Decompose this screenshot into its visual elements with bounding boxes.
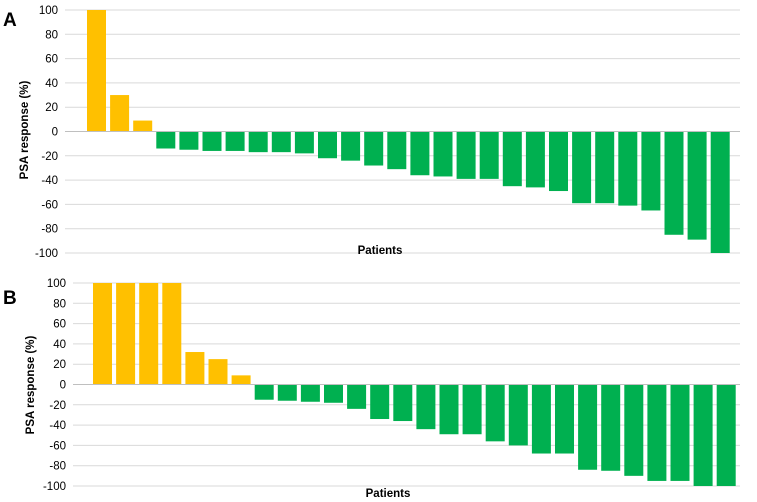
panel-a-bar (641, 131, 661, 211)
panel-a-bar (110, 95, 130, 132)
panel-a-y-tick-label: -80 (41, 224, 58, 236)
panel-a-y-tick-label: 20 (45, 102, 58, 114)
panel-a-bar (479, 131, 499, 179)
panel-b-bar (393, 384, 413, 422)
panel-b-y-tick-label: -60 (49, 440, 66, 452)
panel-b-bar (716, 384, 736, 486)
panel-b-y-tick-label: 80 (53, 298, 66, 310)
panel-b-bar (254, 384, 274, 400)
panel-a-bar (87, 10, 106, 132)
panel-b-bar (300, 384, 320, 402)
panel-a-y-axis-label: PSA response (%) (19, 81, 31, 180)
panel-b-bar (578, 384, 598, 470)
panel-b-bar (508, 384, 528, 446)
panel-b-bar (208, 359, 228, 385)
panel-b: B 100 80 60 40 20 0 -20 -40 -60 -80 -100 PSA respo… (3, 278, 740, 500)
panel-a-bar (710, 131, 730, 253)
panel-b-bar (324, 384, 343, 403)
panel-b-bar (485, 384, 505, 442)
panel-a-bar (618, 131, 638, 206)
panel-b-y-tick-label: 20 (53, 359, 66, 371)
panel-a-y-tick-label: 0 (52, 127, 58, 139)
panel-a-bar (502, 131, 522, 187)
panel-a-bar (664, 131, 684, 235)
panel-b-bar (647, 384, 667, 481)
panel-a-bar (133, 120, 153, 132)
panel-b-bar (601, 384, 621, 471)
panel-a-bar (410, 131, 430, 176)
panel-b-y-tick-label: 100 (47, 278, 66, 290)
panel-b-letter: B (3, 288, 17, 309)
panel-a-bar (248, 131, 268, 153)
panel-b-bar (462, 384, 482, 435)
panel-b-bar (185, 352, 205, 385)
panel-a-y-tick-label: 80 (45, 29, 58, 41)
panel-a-bar (456, 131, 476, 179)
panel-a-bar (549, 131, 568, 192)
panel-b-bar (370, 384, 390, 420)
panel-a-bar (525, 131, 545, 188)
panel-b-y-tick-label: -40 (49, 420, 66, 432)
panel-a-bar (687, 131, 707, 240)
panel-a-bars (87, 10, 730, 253)
panel-a-y-tick-label: -40 (41, 175, 58, 187)
panel-b-y-tick-label: -20 (49, 400, 66, 412)
panel-a-bar (179, 131, 199, 150)
panel-a-bar (341, 131, 361, 161)
panel-b-y-ticks: 100 80 60 40 20 0 -20 -40 -60 -80 -100 (43, 278, 66, 493)
panel-a-bar (595, 131, 615, 204)
panel-a-bar (572, 131, 592, 204)
panel-a-bar (225, 131, 245, 151)
panel-b-y-axis-label: PSA response (%) (25, 336, 37, 435)
panel-b-bar (347, 384, 367, 409)
panel-b-bar (139, 283, 159, 385)
panel-b-bar (116, 283, 136, 385)
panel-a-bar (364, 131, 384, 166)
panel-a: A 100 80 60 40 20 0 -20 -40 -60 -80 -100 PSA respo… (3, 5, 740, 260)
panel-a-y-tick-label: 40 (45, 78, 58, 90)
panel-b-y-tick-label: 0 (60, 380, 66, 392)
panel-b-y-tick-label: -80 (49, 461, 66, 473)
panel-b-bar (670, 384, 690, 481)
panel-a-y-tick-label: 100 (39, 5, 58, 17)
panel-b-x-axis-label: Patients (366, 488, 411, 500)
panel-a-bar (387, 131, 407, 170)
panel-a-y-tick-label: -60 (41, 199, 58, 211)
panel-a-bar (433, 131, 453, 177)
panel-b-y-tick-label: 40 (53, 339, 66, 351)
panel-a-y-ticks: 100 80 60 40 20 0 -20 -40 -60 -80 -100 (35, 5, 58, 260)
panel-b-bars (93, 283, 736, 486)
panel-b-y-tick-label: 60 (53, 319, 66, 331)
panel-a-y-tick-label: -100 (35, 248, 58, 260)
panel-b-bar (416, 384, 436, 430)
panel-a-bar (156, 131, 176, 149)
panel-a-bar (271, 131, 291, 153)
panel-b-bar (231, 375, 251, 385)
panel-b-bar (93, 283, 112, 385)
panel-a-bar (294, 131, 314, 154)
panel-b-bar (555, 384, 574, 454)
panel-b-bar (162, 283, 182, 385)
panel-b-bar (693, 384, 713, 486)
panel-b-bar (624, 384, 644, 476)
panel-b-y-tick-label: -100 (43, 481, 66, 493)
panel-b-bar (531, 384, 551, 454)
panel-a-bar (318, 131, 337, 159)
panel-a-y-tick-label: 60 (45, 54, 58, 66)
panel-b-bar (439, 384, 459, 435)
panel-a-letter: A (3, 10, 17, 31)
panel-b-bar (277, 384, 297, 401)
panel-a-bar (202, 131, 222, 151)
panel-a-y-tick-label: -20 (41, 151, 58, 163)
panel-a-x-axis-label: Patients (358, 245, 403, 257)
